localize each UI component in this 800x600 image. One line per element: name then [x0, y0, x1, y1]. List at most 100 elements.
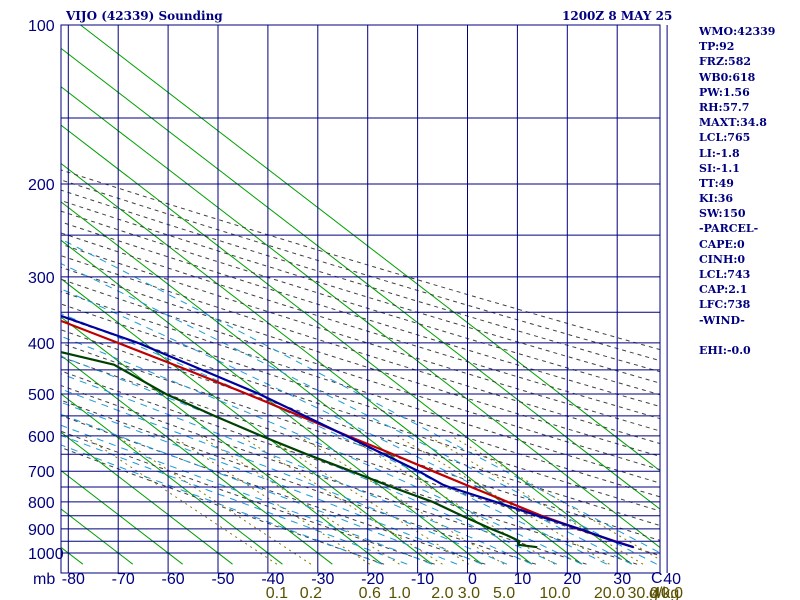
- isotherm-line: [61, 393, 283, 565]
- dry-adiabat-line: [61, 399, 537, 565]
- index-line: -WIND-: [699, 313, 745, 327]
- mixing-ratio-line: [346, 435, 556, 565]
- isotherm-line: [61, 47, 660, 510]
- isotherm-lines: [61, 25, 660, 565]
- temperature-tick-label: -70: [112, 571, 135, 588]
- temperature-tick-label: 10: [514, 571, 532, 588]
- isotherm-line: [61, 431, 233, 565]
- index-line: TP:92: [699, 40, 735, 54]
- pressure-tick-label: 200: [28, 177, 55, 194]
- pressure-temperature-grid: [60, 24, 668, 574]
- index-line: KI:36: [699, 192, 734, 206]
- dry-adiabat-line: [61, 384, 587, 565]
- index-line: [699, 328, 799, 343]
- dry-adiabat-line: [61, 342, 660, 541]
- index-line: LCL:765: [699, 131, 751, 145]
- isotherm-line: [61, 354, 333, 565]
- mixing-ratio-tick-label: 0.2: [300, 585, 322, 600]
- sounding-profiles: [61, 314, 634, 549]
- mixing-ratio-tick-label: 0.6: [359, 585, 381, 600]
- moist-adiabat-line: [61, 444, 383, 565]
- isotherm-line: [61, 162, 583, 565]
- temperature-tick-label: -10: [411, 571, 434, 588]
- mixing-ratio-line: [199, 435, 400, 565]
- mixing-ratio-tick-label: 2.0: [431, 585, 453, 600]
- temperature-tick-label: 40: [663, 571, 681, 588]
- mixing-ratio-line: [171, 435, 371, 565]
- temperature-tick-label: -80: [62, 571, 85, 588]
- temperature-tick-label: -60: [162, 571, 185, 588]
- pressure-tick-label: 500: [28, 387, 55, 404]
- pressure-tick-label: 300: [28, 270, 55, 287]
- index-line: CAP:2.1: [699, 283, 748, 297]
- moist-adiabat-line: [61, 401, 483, 565]
- pressure-tick-label: 400: [28, 336, 55, 353]
- mixing-ratio-tick-label: 40.0: [652, 585, 683, 600]
- sounding-time: 1200Z 8 MAY 25: [562, 9, 672, 23]
- dry-adiabat-line: [61, 415, 486, 565]
- moist-adiabat-line: [61, 413, 458, 565]
- mixing-ratio-line: [240, 435, 443, 565]
- index-line: CINH:0: [699, 252, 746, 266]
- stability-indices-panel: WMO:42339 TP:92 FRZ:582 WB0:618 PW:1.56 RH:57…: [699, 24, 799, 358]
- temperature-unit-label: C: [651, 570, 663, 587]
- mixing-ratio-tick-label: 0.1: [266, 585, 288, 600]
- temperature-tick-label: 30: [613, 571, 631, 588]
- temperature-tick-label: -40: [261, 571, 284, 588]
- index-line: RH:57.7: [699, 100, 750, 114]
- isotherm-line: [61, 469, 183, 565]
- index-line: LCL:743: [699, 268, 751, 281]
- mixing-ratio-line: [116, 435, 312, 565]
- temperature-tick-label: 0: [468, 571, 477, 588]
- pressure-tick-label: 700: [28, 464, 55, 481]
- temperature-tick-label: -30: [311, 571, 334, 588]
- temperature-tick-label: -50: [211, 571, 234, 588]
- dry-adiabat-line: [61, 430, 435, 565]
- index-line: MAXT:34.8: [699, 116, 767, 130]
- mixing-ratio-lines: [83, 435, 660, 565]
- moist-adiabat-line: [61, 355, 558, 565]
- mixing-ratio-tick-label: 10.0: [539, 585, 570, 600]
- mixing-ratio-tick-label: 20.0: [594, 585, 625, 600]
- plot-frame: [60, 24, 661, 574]
- moist-adiabat-line: [61, 238, 660, 554]
- mixing-ratio-line: [83, 435, 278, 565]
- mixing-ratio-tick-label: 1.0: [388, 585, 410, 600]
- isotherm-line: [61, 239, 483, 565]
- chart-title: VIJO (42339) Sounding: [65, 9, 223, 23]
- pressure-tick-label: 600: [28, 429, 55, 446]
- isotherm-line: [61, 124, 633, 565]
- index-line: WMO:42339: [699, 25, 776, 38]
- moist-adiabat-line: [61, 288, 632, 565]
- moist-adiabat-line: [61, 373, 533, 565]
- pressure-tick-label: 900: [28, 522, 55, 539]
- index-line: CAPE:0: [699, 237, 745, 251]
- index-line: PW:1.56: [699, 85, 750, 99]
- mixing-ratio-line: [451, 435, 660, 561]
- pressure-unit-label: mb: [33, 571, 55, 588]
- pressure-tick-label: 800: [28, 495, 55, 512]
- index-line: -PARCEL-: [699, 222, 759, 236]
- dry-adiabat-line: [61, 356, 660, 557]
- index-line: WB0:618: [699, 70, 756, 84]
- index-line: LFC:738: [699, 298, 751, 312]
- temperature-tick-label: -20: [361, 571, 384, 588]
- pressure-tick-label: 1000: [28, 546, 64, 563]
- isotherm-line: [61, 201, 533, 565]
- isotherm-line: [61, 86, 660, 549]
- isotherm-line: [61, 316, 383, 565]
- moist-adiabat-line: [61, 424, 433, 565]
- mixing-ratio-tick-label: 30.0: [627, 585, 658, 600]
- mixing-ratio-tick-label: 5.0: [493, 585, 515, 600]
- mixing-ratio-line: [265, 435, 470, 565]
- dry-adiabat-line: [61, 329, 660, 527]
- pressure-tick-label: 100: [28, 18, 55, 35]
- isotherm-line: [61, 278, 433, 565]
- dry-adiabat-line: [61, 370, 638, 565]
- moist-adiabat-line: [61, 313, 608, 565]
- dry-adiabat-line: [61, 447, 385, 565]
- parcel-profile-line: [61, 314, 634, 549]
